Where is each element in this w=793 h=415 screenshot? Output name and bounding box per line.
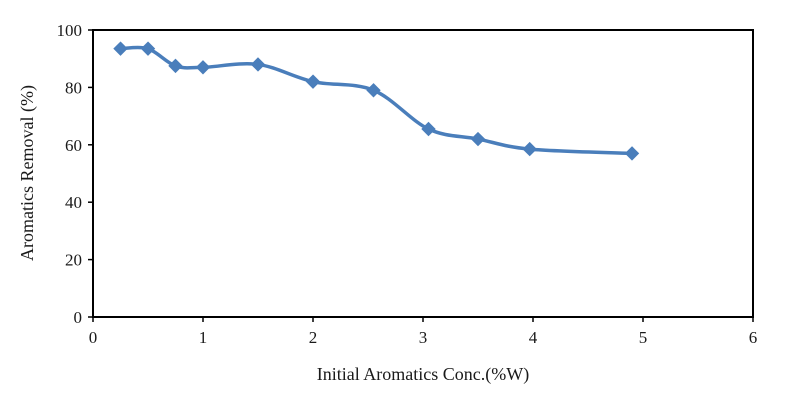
data-point-marker [195,60,211,75]
data-point-marker [113,41,128,56]
series-layer [113,41,640,161]
plot-frame [92,29,754,318]
x-tick-label: 5 [639,328,648,347]
y-axis-title: Aromatics Removal (%) [17,85,38,261]
data-point-marker [624,146,640,161]
data-point-marker [421,121,436,137]
x-tick-label: 2 [309,328,318,347]
series-line [118,45,634,156]
x-tick-label: 4 [529,328,538,347]
x-tick-label: 1 [199,328,208,347]
y-tick-label: 0 [74,308,83,327]
y-axis-ticks: 0 20 40 60 80 100 [57,21,93,327]
x-tick-label: 0 [89,328,98,347]
y-tick-label: 100 [57,21,83,40]
x-axis-ticks: 0 1 2 3 4 5 6 [89,317,758,347]
x-tick-label: 6 [749,328,758,347]
y-tick-label: 40 [65,193,82,212]
data-point-marker [305,74,321,89]
data-point-marker [140,41,156,56]
data-point-marker [470,131,486,147]
x-tick-label: 3 [419,328,428,347]
data-point-marker [250,57,266,72]
data-point-marker [522,141,537,157]
data-point-marker [366,83,381,98]
y-tick-label: 20 [65,251,82,270]
y-tick-label: 80 [65,78,82,97]
data-point-marker [168,58,183,74]
y-tick-label: 60 [65,136,82,155]
x-axis-title: Initial Aromatics Conc.(%W) [317,364,529,385]
